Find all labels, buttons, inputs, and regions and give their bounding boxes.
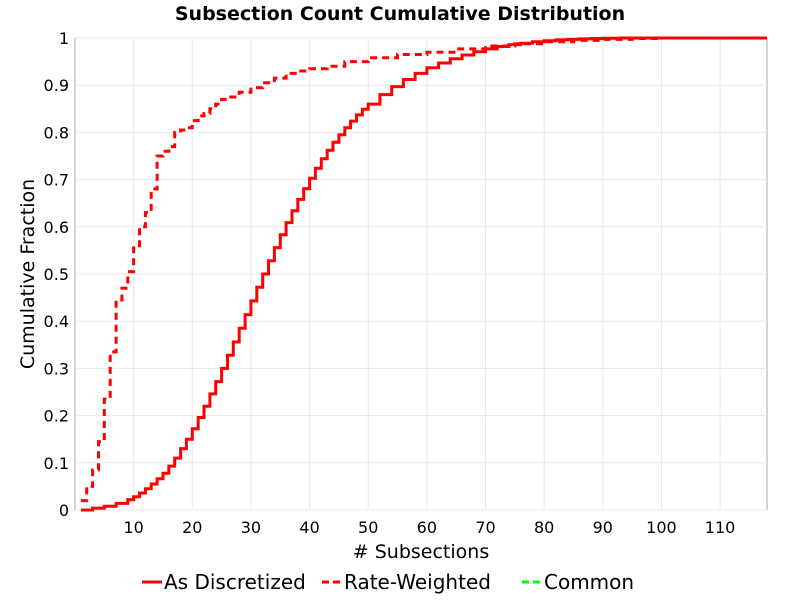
x-tick-label: 20 xyxy=(182,518,202,537)
y-tick-label: 0.5 xyxy=(44,265,69,284)
x-tick-label: 10 xyxy=(123,518,143,537)
series-line-rate-weighted xyxy=(80,36,767,503)
x-tick-label: 50 xyxy=(358,518,378,537)
legend: As Discretized Rate-Weighted Common xyxy=(142,570,634,594)
legend-label: As Discretized xyxy=(164,570,306,594)
y-tick-label: 1 xyxy=(59,29,69,48)
x-axis: 10 20 30 40 50 60 70 80 90 100 110 xyxy=(123,518,735,537)
x-tick-label: 100 xyxy=(646,518,677,537)
y-tick-label: 0.2 xyxy=(44,407,69,426)
y-axis: 0 0.1 0.2 0.3 0.4 0.5 0.6 0.7 0.8 0.9 1 xyxy=(44,29,69,520)
series-line-as-discretized xyxy=(80,36,767,512)
y-tick-label: 0.3 xyxy=(44,359,69,378)
x-tick-label: 70 xyxy=(475,518,495,537)
x-tick-label: 60 xyxy=(417,518,437,537)
grid xyxy=(75,37,767,511)
y-tick-label: 0.6 xyxy=(44,218,69,237)
plot-area xyxy=(74,36,768,512)
x-tick-label: 110 xyxy=(705,518,736,537)
legend-label: Rate-Weighted xyxy=(344,570,491,594)
x-tick-label: 40 xyxy=(299,518,319,537)
x-tick-label: 90 xyxy=(593,518,613,537)
y-tick-label: 0.4 xyxy=(44,312,69,331)
legend-label: Common xyxy=(544,570,634,594)
x-tick-label: 30 xyxy=(241,518,261,537)
y-tick-label: 0.1 xyxy=(44,454,69,473)
x-axis-label: # Subsections xyxy=(353,541,489,563)
y-axis-label: Cumulative Fraction xyxy=(17,179,39,369)
chart-title: Subsection Count Cumulative Distribution xyxy=(175,3,625,25)
series-layer xyxy=(80,36,767,512)
y-tick-label: 0 xyxy=(59,501,69,520)
y-tick-label: 0.9 xyxy=(44,76,69,95)
y-tick-label: 0.8 xyxy=(44,123,69,142)
x-tick-label: 80 xyxy=(534,518,554,537)
y-tick-label: 0.7 xyxy=(44,171,69,190)
